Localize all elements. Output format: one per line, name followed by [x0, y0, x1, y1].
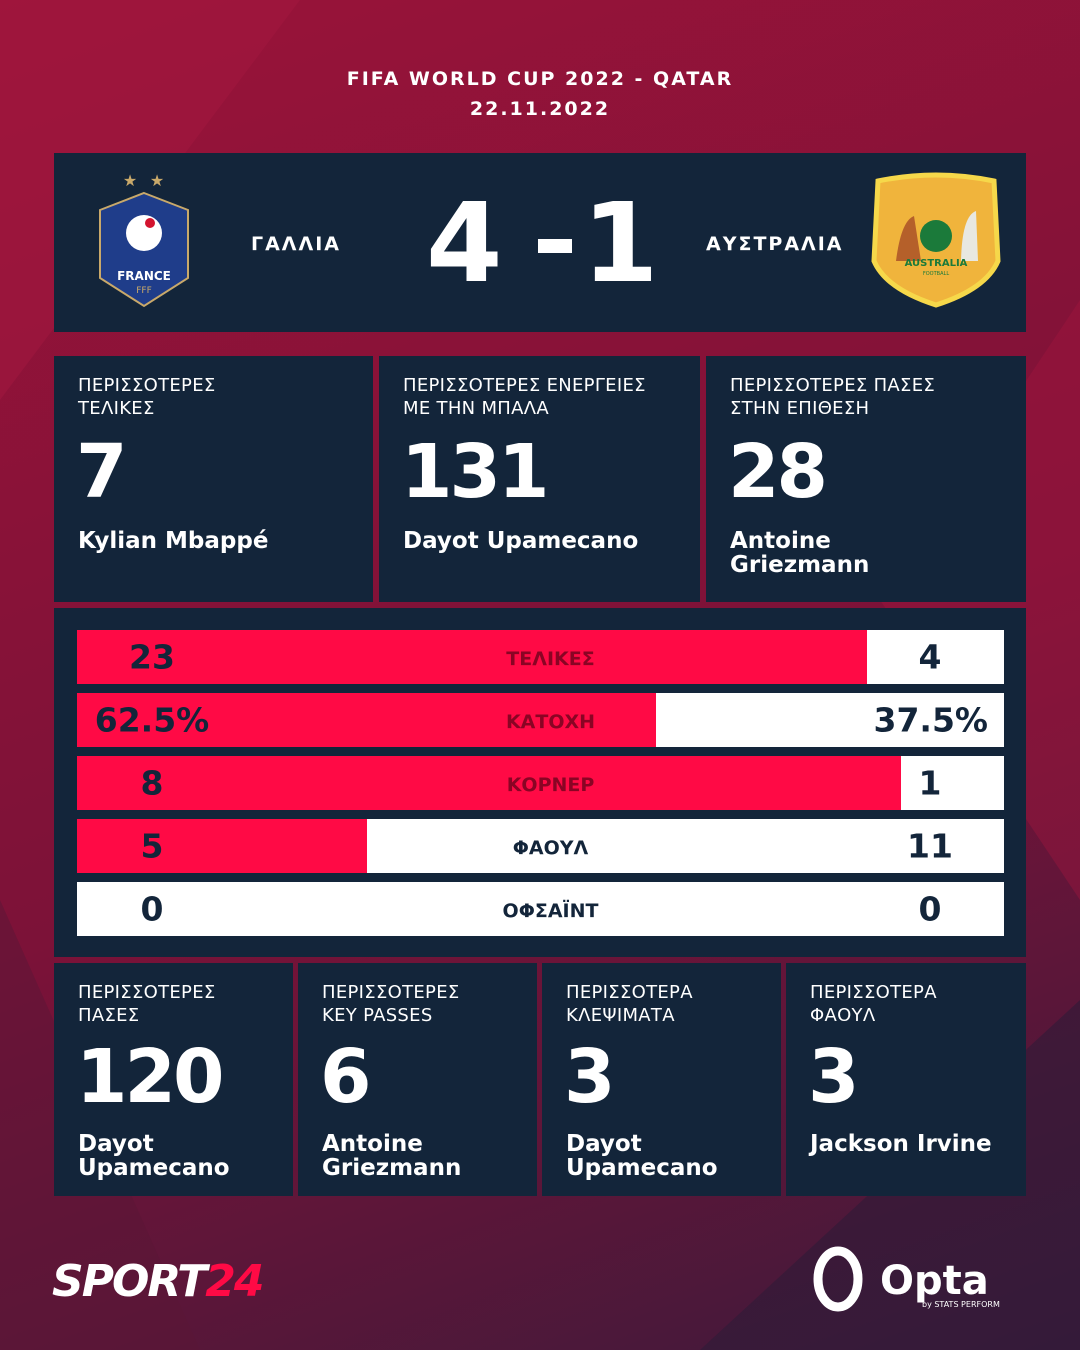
- svg-text:★: ★: [150, 171, 164, 190]
- stat-player: Antoine Griezmann: [730, 528, 870, 578]
- crest-subtext: FOOTBALL: [923, 271, 949, 277]
- row-label: ΟΦΣΑΪΝΤ: [502, 900, 599, 922]
- comparison-row: ΚΟΡΝΕΡ 8 1: [77, 756, 1004, 810]
- comparison-row: ΟΦΣΑΪΝΤ 0 0: [77, 882, 1004, 936]
- home-score: 4: [426, 179, 503, 307]
- svg-text:★: ★: [123, 171, 137, 190]
- home-value: 62.5%: [94, 700, 210, 740]
- stat-value: 3: [808, 1034, 859, 1120]
- match-date: 22.11.2022: [469, 98, 611, 120]
- stat-value: 6: [320, 1034, 371, 1120]
- stat-card: ΠΕΡΙΣΣΟΤΕΡΑ ΚΛΕΨΙΜΑΤΑ 3 Dayot Upamecano: [542, 963, 781, 1196]
- stat-card: ΠΕΡΙΣΣΟΤΕΡΕΣ KEY PASSES 6 Antoine Griezman…: [298, 963, 537, 1196]
- away-value: 0: [918, 889, 942, 929]
- away-value: 1: [918, 763, 942, 803]
- crest-subtext: FFF: [136, 286, 152, 296]
- away-value: 37.5%: [873, 700, 989, 740]
- away-score: 1: [582, 179, 659, 307]
- score-dash: [538, 239, 572, 253]
- stat-value: 3: [564, 1034, 615, 1120]
- stat-title: ΠΕΡΙΣΣΟΤΕΡΑ ΦΑΟΥΛ: [810, 982, 937, 1026]
- home-bar: [77, 630, 867, 684]
- stat-title: ΠΕΡΙΣΣΟΤΕΡΕΣ ΕΝΕΡΓΕΙΕΣ ΜΕ ΤΗΝ ΜΠΑΛΑ: [403, 375, 646, 419]
- row-label: ΚΟΡΝΕΡ: [506, 774, 595, 796]
- stat-player: Dayot Upamecano: [78, 1131, 230, 1181]
- stat-title: ΠΕΡΙΣΣΟΤΕΡΕΣ ΠΑΣΕΣ ΣΤΗΝ ΕΠΙΘΕΣΗ: [730, 375, 936, 419]
- away-value: 11: [907, 826, 953, 866]
- sport24-logo: SPORT24: [52, 1256, 265, 1307]
- home-value: 23: [129, 637, 175, 677]
- crest-text: AUSTRALIA: [905, 258, 968, 269]
- stat-title: ΠΕΡΙΣΣΟΤΕΡΕΣ ΠΑΣΕΣ: [78, 982, 216, 1026]
- stat-player: Dayot Upamecano: [566, 1131, 718, 1181]
- stat-title: ΠΕΡΙΣΣΟΤΕΡΕΣ KEY PASSES: [322, 982, 460, 1026]
- partner-sub: by STATS PERFORM: [922, 1300, 1000, 1309]
- stat-player: Antoine Griezmann: [322, 1131, 462, 1181]
- home-bar: [77, 819, 367, 873]
- home-team: ΓΑΛΛΙΑ: [251, 233, 341, 255]
- stat-player: Dayot Upamecano: [403, 528, 639, 554]
- comparison-panel: ΤΕΛΙΚΕΣ 23 4 ΚΑΤΟΧΗ 62.5% 37.5% ΚΟΡΝΕΡ 8 1 ΦΑΟΥΛ 5…: [54, 608, 1026, 957]
- away-team: ΑΥΣΤΡΑΛΙΑ: [706, 233, 844, 255]
- stat-value: 7: [76, 429, 127, 515]
- row-label: ΦΑΟΥΛ: [512, 837, 589, 859]
- away-crest: AUSTRALIA FOOTBALL: [871, 172, 1001, 308]
- home-crest: ★ ★ FRANCE FFF: [99, 171, 189, 308]
- stat-card: ΠΕΡΙΣΣΟΤΕΡΕΣ ΠΑΣΕΣ 120 Dayot Upamecano: [54, 963, 293, 1196]
- stat-title: ΠΕΡΙΣΣΟΤΕΡΕΣ ΤΕΛΙΚΕΣ: [78, 375, 216, 419]
- stat-value: 28: [728, 429, 828, 515]
- home-bar: [77, 756, 901, 810]
- stat-value: 120: [76, 1034, 224, 1120]
- match-title: FIFA WORLD CUP 2022 - QATAR: [346, 68, 734, 90]
- row-label: ΚΑΤΟΧΗ: [505, 711, 596, 733]
- stat-player: Jackson Irvine: [810, 1131, 992, 1157]
- row-label: ΤΕΛΙΚΕΣ: [506, 648, 595, 670]
- score-panel: ★ ★ FRANCE FFF ΓΑΛΛΙΑ 4 1 ΑΥΣΤΡΑΛΙΑ AUSTR…: [54, 153, 1026, 332]
- comparison-row: ΦΑΟΥΛ 5 11: [77, 819, 1004, 873]
- stat-card: ΠΕΡΙΣΣΟΤΕΡΕΣ ΤΕΛΙΚΕΣ 7 Kylian Mbappé: [54, 356, 373, 602]
- comparison-row: ΤΕΛΙΚΕΣ 23 4: [77, 630, 1004, 684]
- away-value: 4: [918, 637, 942, 677]
- stat-title: ΠΕΡΙΣΣΟΤΕΡΑ ΚΛΕΨΙΜΑΤΑ: [566, 982, 693, 1026]
- brand: SPORT: [52, 1256, 207, 1307]
- crest-text: FRANCE: [117, 269, 171, 283]
- stat-card: ΠΕΡΙΣΣΟΤΕΡΑ ΦΑΟΥΛ 3 Jackson Irvine: [786, 963, 1026, 1196]
- stat-player: Kylian Mbappé: [78, 528, 269, 554]
- stat-value: 131: [401, 429, 549, 515]
- home-value: 0: [140, 889, 164, 929]
- home-value: 5: [140, 826, 164, 866]
- comparison-row: ΚΑΤΟΧΗ 62.5% 37.5%: [77, 693, 1004, 747]
- brand-accent: 24: [205, 1256, 264, 1307]
- partner: Opta: [880, 1258, 989, 1304]
- stat-card: ΠΕΡΙΣΣΟΤΕΡΕΣ ΠΑΣΕΣ ΣΤΗΝ ΕΠΙΘΕΣΗ 28 Antoine…: [706, 356, 1026, 602]
- opta-logo: Opta by STATS PERFORM: [813, 1246, 1000, 1312]
- home-value: 8: [140, 763, 164, 803]
- stat-card: ΠΕΡΙΣΣΟΤΕΡΕΣ ΕΝΕΡΓΕΙΕΣ ΜΕ ΤΗΝ ΜΠΑΛΑ 131 Da…: [379, 356, 700, 602]
- home-bar: [77, 693, 657, 747]
